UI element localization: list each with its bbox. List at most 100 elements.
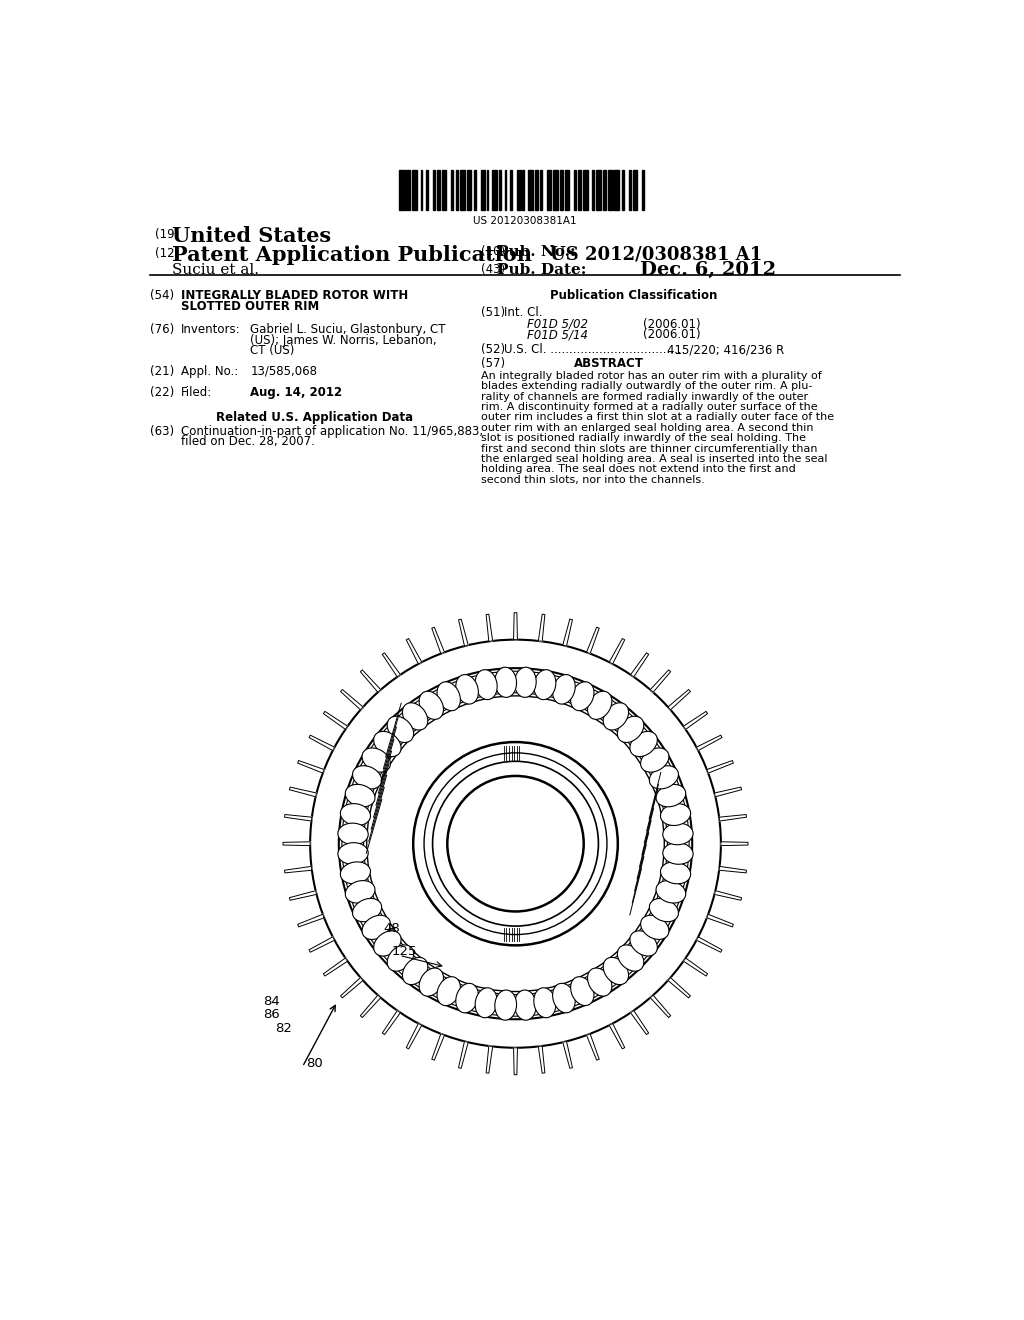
Text: Dec. 6, 2012: Dec. 6, 2012 [640,261,775,279]
Polygon shape [696,735,722,751]
Bar [633,170,637,210]
Ellipse shape [656,784,686,807]
Bar [486,170,488,210]
Polygon shape [514,1048,517,1074]
Polygon shape [309,735,335,751]
Text: United States: United States [172,226,332,246]
Ellipse shape [338,842,369,865]
Text: 86: 86 [263,1008,281,1022]
Ellipse shape [456,983,478,1012]
Text: Int. Cl.: Int. Cl. [504,306,543,319]
Polygon shape [324,711,347,730]
Text: (43): (43) [480,263,505,276]
Ellipse shape [340,862,371,884]
Polygon shape [382,653,400,677]
Polygon shape [587,627,599,653]
Bar [522,170,524,210]
Text: (57): (57) [480,358,505,370]
Ellipse shape [374,931,401,956]
Polygon shape [668,689,690,710]
Polygon shape [459,1041,468,1068]
Bar [412,170,417,210]
Bar [426,170,428,210]
Ellipse shape [352,766,382,789]
Text: An integrally bladed rotor has an outer rim with a plurality of: An integrally bladed rotor has an outer … [480,371,821,381]
Ellipse shape [495,990,516,1020]
Polygon shape [721,842,748,846]
Text: holding area. The seal does not extend into the first and: holding area. The seal does not extend i… [480,465,796,474]
Bar [451,170,453,210]
Bar [560,170,563,210]
Text: F01D 5/14: F01D 5/14 [527,329,588,341]
Text: (2006.01): (2006.01) [643,329,701,341]
Polygon shape [298,915,325,927]
Polygon shape [563,619,572,645]
Bar [553,170,558,210]
Bar [535,170,539,210]
Bar [630,170,631,210]
Text: Inventors:: Inventors: [180,323,241,337]
Text: US 20120308381A1: US 20120308381A1 [473,216,577,226]
Bar [608,170,611,210]
Text: filed on Dec. 28, 2007.: filed on Dec. 28, 2007. [180,436,314,449]
Bar [481,170,485,210]
Polygon shape [298,760,325,774]
Text: Suciu et al.: Suciu et al. [172,263,259,277]
Polygon shape [650,671,671,692]
Polygon shape [719,814,746,821]
Text: Pub. No.:: Pub. No.: [497,246,575,260]
Ellipse shape [617,717,644,742]
Ellipse shape [338,824,369,845]
Ellipse shape [641,915,669,940]
Bar [457,170,458,210]
Text: INTEGRALLY BLADED ROTOR WITH: INTEGRALLY BLADED ROTOR WITH [180,289,408,302]
Polygon shape [432,627,444,653]
Text: first and second thin slots are thinner circumferentially than: first and second thin slots are thinner … [480,444,817,454]
Bar [603,170,606,210]
Text: (51): (51) [480,306,505,319]
Text: Aug. 14, 2012: Aug. 14, 2012 [251,387,343,400]
Ellipse shape [630,931,657,956]
Polygon shape [360,995,381,1018]
Text: outer rim with an enlarged seal holding area. A second thin: outer rim with an enlarged seal holding … [480,422,813,433]
Text: (54): (54) [150,289,174,302]
Ellipse shape [419,968,443,997]
Text: Continuation-in-part of application No. 11/965,883,: Continuation-in-part of application No. … [180,425,483,438]
Text: 125: 125 [391,945,417,958]
Bar [574,170,575,210]
Ellipse shape [362,915,390,940]
Ellipse shape [641,748,669,772]
Bar [541,170,542,210]
Ellipse shape [656,880,686,903]
Text: 48: 48 [384,921,400,935]
Text: Related U.S. Application Data: Related U.S. Application Data [216,411,413,424]
Text: (63): (63) [150,425,174,438]
Text: F01D 5/02: F01D 5/02 [527,318,588,331]
Polygon shape [715,891,741,900]
Polygon shape [290,787,316,797]
Bar [548,170,551,210]
Bar [433,170,435,210]
Bar [642,170,644,210]
Bar [505,170,506,210]
Polygon shape [283,842,310,846]
Polygon shape [668,978,690,998]
Ellipse shape [630,731,657,756]
Text: (21): (21) [150,364,174,378]
Ellipse shape [456,675,478,704]
Polygon shape [407,1023,422,1049]
Ellipse shape [475,987,498,1018]
Text: US 2012/0308381 A1: US 2012/0308381 A1 [550,246,762,264]
Bar [613,170,618,210]
Bar [578,170,582,210]
Polygon shape [631,1011,648,1035]
Ellipse shape [553,675,575,704]
Ellipse shape [588,692,612,719]
Text: (2006.01): (2006.01) [643,318,701,331]
Circle shape [256,586,775,1102]
Bar [592,170,594,210]
Ellipse shape [475,669,498,700]
Text: second thin slots, nor into the channels.: second thin slots, nor into the channels… [480,475,705,484]
Polygon shape [324,958,347,975]
Text: outer rim includes a first thin slot at a radially outer face of the: outer rim includes a first thin slot at … [480,412,834,422]
